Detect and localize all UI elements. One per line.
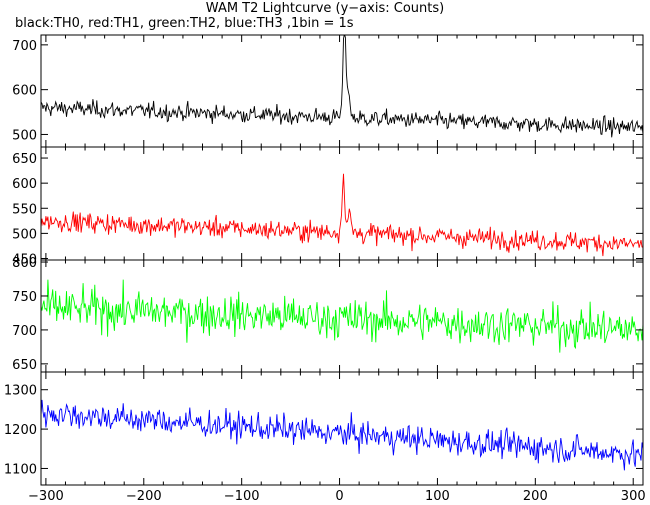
x-tick-label: −300 [28, 489, 64, 504]
chart-title: WAM T2 Lightcurve (y−axis: Counts) [205, 1, 445, 16]
y-tick-label: 800 [12, 256, 37, 271]
series-line-th2 [41, 279, 643, 353]
y-tick-label: 500 [12, 227, 37, 242]
y-tick-label: 650 [12, 358, 37, 373]
y-tick-label: 600 [12, 177, 37, 192]
x-tick-label: 0 [335, 489, 343, 504]
y-tick-label: 550 [12, 202, 37, 217]
panel-th0: 500 600 700 [12, 34, 644, 148]
series-line-th0 [41, 35, 643, 138]
y-tick-label: 450 [12, 252, 37, 267]
panel-frame [40, 371, 644, 486]
x-tick-label: −200 [126, 489, 162, 504]
panel-th1: 450 500 550 600 650 [12, 146, 644, 267]
y-tick-label: 750 [12, 290, 37, 305]
x-tick-label: 200 [523, 489, 548, 504]
y-tick-label: 600 [12, 84, 37, 99]
x-axis: −300 −200 −100 0 100 200 300 [28, 489, 646, 504]
series-line-th1 [41, 173, 643, 257]
y-tick-label: 500 [12, 128, 37, 143]
x-tick-label: −100 [224, 489, 260, 504]
chart-subtitle: black:TH0, red:TH1, green:TH2, blue:TH3 … [15, 16, 354, 31]
y-tick-label: 700 [12, 39, 37, 54]
y-tick-label: 1300 [4, 384, 37, 399]
y-tick-label: 700 [12, 324, 37, 339]
x-tick-label: 300 [621, 489, 646, 504]
y-tick-label: 1100 [4, 462, 37, 477]
series-line-th3 [41, 399, 643, 471]
x-tick-label: 100 [425, 489, 450, 504]
panel-th2: 650 700 750 800 [12, 256, 644, 373]
y-tick-label: 1200 [4, 423, 37, 438]
y-tick-label: 650 [12, 152, 37, 167]
panel-th3: 1100 1200 1300 [4, 371, 644, 486]
